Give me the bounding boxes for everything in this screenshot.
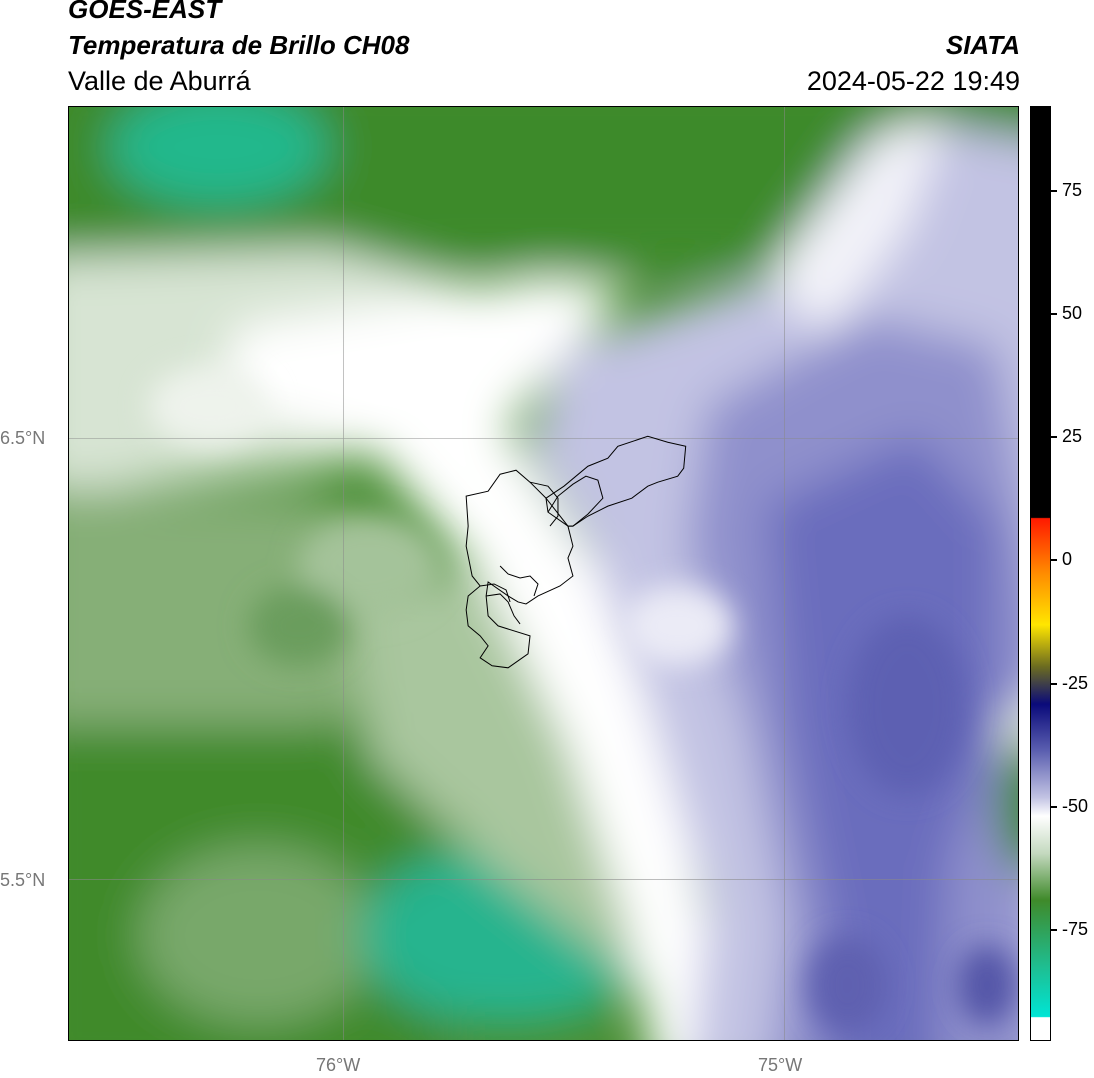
longitude-label-75w: 75°W — [758, 1055, 803, 1075]
colorbar-tick — [1051, 929, 1057, 931]
colorbar-tick — [1051, 683, 1057, 685]
latitude-label-6-5n: 6.5°N — [0, 428, 46, 448]
colorbar-tick-label: 0 — [1062, 549, 1073, 569]
colorbar-tick — [1051, 436, 1057, 438]
municipal-boundaries — [465, 435, 687, 669]
satellite-name: GOES-EAST — [68, 0, 222, 24]
colorbar-tick-label: -75 — [1062, 919, 1089, 939]
colorbar-tick-label: -50 — [1062, 796, 1089, 816]
colorbar — [1030, 106, 1051, 1041]
timestamp-label: 2024-05-22 19:49 — [806, 66, 1020, 96]
map-panel[interactable] — [68, 106, 1019, 1041]
colorbar-tick-label: 75 — [1062, 180, 1083, 200]
colorbar-gradient — [1031, 107, 1050, 1040]
colorbar-tick — [1051, 313, 1057, 315]
longitude-label-76w: 76°W — [316, 1055, 361, 1075]
brightness-temperature-map — [69, 107, 1018, 1040]
latitude-label-5-5n: 5.5°N — [0, 870, 46, 890]
colorbar-tick-label: 25 — [1062, 426, 1083, 446]
product-title: Temperatura de Brillo CH08 — [68, 30, 410, 60]
colorbar-tick-label: 50 — [1062, 303, 1083, 323]
colorbar-tick — [1051, 190, 1057, 192]
organization-label: SIATA — [945, 30, 1020, 60]
region-label: Valle de Aburrá — [68, 66, 251, 96]
colorbar-tick-label: -25 — [1062, 673, 1089, 693]
colorbar-tick — [1051, 559, 1057, 561]
graticule — [69, 107, 1018, 1040]
colorbar-tick — [1051, 806, 1057, 808]
